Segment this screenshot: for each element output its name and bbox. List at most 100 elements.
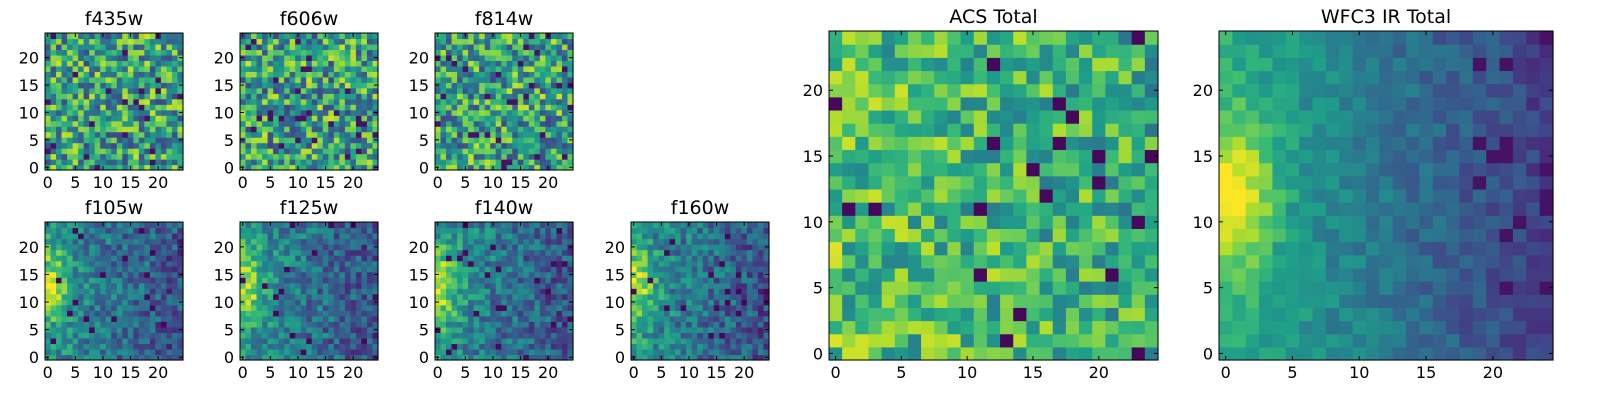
heatmap-cell: [133, 326, 140, 333]
heatmap-cell: [539, 98, 546, 105]
heatmap-cell: [501, 126, 508, 133]
heatmap-cell: [446, 76, 453, 83]
heatmap-cell: [534, 115, 541, 122]
heatmap-cell: [730, 244, 737, 251]
heatmap-cell: [105, 238, 112, 245]
heatmap-cell: [361, 227, 368, 234]
heatmap-cell: [289, 38, 296, 45]
heatmap-cell: [523, 282, 530, 289]
heatmap-cell: [947, 215, 962, 229]
heatmap-cell: [311, 76, 318, 83]
heatmap-cell: [960, 202, 975, 216]
heatmap-cell: [278, 348, 285, 356]
heatmap-cell: [372, 153, 379, 160]
heatmap-cell: [1092, 162, 1106, 177]
heatmap-cell: [479, 137, 486, 144]
heatmap-cell: [561, 115, 569, 122]
heatmap-cell: [1144, 241, 1159, 256]
heatmap-cell: [333, 337, 340, 345]
heatmap-cell: [171, 299, 179, 306]
heatmap-cell: [757, 354, 765, 361]
heatmap-cell: [273, 277, 280, 284]
heatmap-cell: [1039, 175, 1054, 190]
heatmap-cell: [1039, 307, 1054, 322]
heatmap-cell: [1026, 149, 1041, 164]
heatmap-cell: [539, 288, 546, 295]
heatmap-cell: [506, 321, 513, 328]
heatmap-cell: [317, 131, 324, 138]
heatmap-cell: [355, 93, 363, 100]
heatmap-cell: [664, 304, 671, 311]
heatmap-cell: [490, 82, 497, 89]
heatmap-cell: [311, 315, 318, 322]
heatmap-cell: [78, 271, 85, 278]
heatmap-cell: [730, 227, 737, 234]
heatmap-cell: [122, 104, 129, 111]
heatmap-cell: [105, 337, 112, 345]
heatmap-cell: [328, 33, 335, 40]
heatmap-cell: [658, 227, 665, 234]
heatmap-cell: [495, 164, 502, 171]
heatmap-cell: [105, 266, 112, 273]
heatmap-cell: [921, 215, 935, 229]
heatmap-cell: [317, 49, 324, 56]
heatmap-cell: [127, 310, 134, 317]
heatmap-cell: [372, 348, 379, 356]
heatmap-cell: [741, 337, 748, 345]
heatmap-cell: [539, 304, 546, 311]
heatmap-cell: [133, 137, 140, 144]
heatmap-cell: [339, 131, 346, 138]
heatmap-cell: [78, 299, 85, 306]
heatmap-cell: [67, 222, 74, 229]
heatmap-cell: [763, 332, 770, 339]
heatmap-cell: [534, 238, 541, 245]
heatmap-cell: [1105, 188, 1120, 203]
heatmap-cell: [122, 98, 129, 105]
heatmap-cell: [155, 343, 162, 350]
heatmap-cell: [127, 43, 134, 51]
heatmap-cell: [328, 271, 335, 278]
heatmap-cell: [262, 332, 269, 339]
heatmap-cell: [366, 142, 374, 149]
heatmap-cell: [501, 304, 508, 311]
heatmap-cell: [763, 233, 770, 240]
heatmap-cell: [713, 348, 720, 356]
heatmap-cell: [561, 282, 569, 289]
heatmap-cell: [855, 228, 870, 243]
heatmap-cell: [468, 299, 475, 306]
heatmap-cell: [517, 137, 524, 144]
heatmap-cell: [67, 326, 74, 333]
x-tick-label: 5: [265, 173, 275, 192]
heatmap-cell: [149, 332, 156, 339]
heatmap-cell: [746, 260, 754, 267]
heatmap-cell: [746, 282, 754, 289]
heatmap-cell: [506, 115, 513, 122]
heatmap-cell: [907, 281, 922, 295]
heatmap-cell: [160, 131, 168, 138]
heatmap-cell: [133, 222, 140, 229]
heatmap-cell: [561, 255, 569, 262]
heatmap-cell: [642, 233, 649, 240]
heatmap-cell: [245, 277, 252, 284]
heatmap-cell: [468, 65, 475, 72]
heatmap-cell: [686, 260, 693, 267]
heatmap-cell: [366, 54, 374, 61]
heatmap-cell: [366, 65, 374, 72]
heatmap-cell: [350, 159, 357, 166]
heatmap-cell: [278, 326, 285, 333]
heatmap-cell: [300, 332, 307, 339]
heatmap-cell: [490, 71, 497, 78]
heatmap-cell: [273, 222, 280, 229]
heatmap-cell: [495, 142, 502, 149]
heatmap-cell: [1052, 215, 1067, 229]
heatmap-cell: [278, 260, 285, 267]
heatmap-cell: [495, 310, 502, 317]
heatmap-cell: [262, 104, 269, 111]
heatmap-cell: [1092, 333, 1106, 348]
heatmap-cell: [311, 137, 318, 144]
heatmap-cell: [306, 131, 313, 138]
heatmap-cell: [355, 148, 363, 155]
heatmap-cell: [78, 238, 85, 245]
heatmap-cell: [78, 293, 85, 300]
heatmap-cell: [240, 227, 247, 234]
